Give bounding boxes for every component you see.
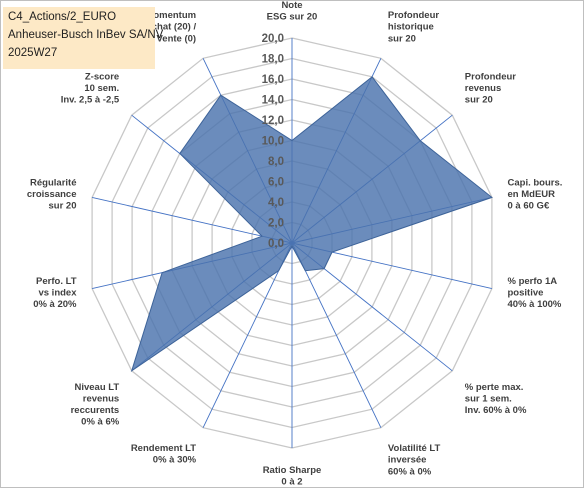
axis-label: Régularité croissance sur 20 bbox=[27, 177, 77, 211]
tick-label: 14,0 bbox=[262, 95, 284, 107]
spoke-line bbox=[91, 196, 293, 244]
axis-label: Momentum Achat (20) / Vente (0) bbox=[145, 10, 197, 44]
title-line-3: 2025W27 bbox=[8, 47, 58, 59]
axis-label: Niveau LT revenus reccurents 0% à 6% bbox=[71, 382, 120, 428]
tick-label: 20,0 bbox=[262, 33, 284, 45]
axis-label: Capi. bours. en MdEUR 0 à 60 G€ bbox=[508, 177, 563, 211]
tick-label: 18,0 bbox=[262, 54, 284, 66]
tick-label: 6,0 bbox=[268, 177, 284, 189]
series-area bbox=[130, 76, 493, 373]
tick-label: 0,0 bbox=[268, 238, 284, 250]
title-box: C4_Actions/2_EURO Anheuser-Busch InBev S… bbox=[3, 7, 163, 69]
title-line-2: Anheuser-Busch InBev SA/NV bbox=[8, 29, 164, 41]
tick-label: 12,0 bbox=[262, 115, 284, 127]
axis-label: Z-score 10 sem. Inv. 2,5 à -2,5 bbox=[61, 71, 120, 105]
spoke-line bbox=[202, 242, 293, 428]
axis-label: Perfo. LT vs index 0% à 20% bbox=[33, 276, 77, 310]
axis-label: % perfo 1A positive 40% à 100% bbox=[508, 276, 562, 310]
tick-label: 2,0 bbox=[268, 218, 284, 230]
tick-label: 16,0 bbox=[262, 74, 284, 86]
axis-label: Ratio Sharpe 0 à 2 bbox=[263, 465, 322, 488]
radar-series bbox=[130, 76, 493, 373]
tick-label: 10,0 bbox=[262, 136, 284, 148]
axis-label: Profondeur historique sur 20 bbox=[388, 10, 439, 44]
axis-label: Volatilité LT inversée 60% à 0% bbox=[388, 443, 441, 477]
radial-tick-labels: 0,0 2,0 4,0 6,0 8,0 10,0 12,0 14,0 16,0 18,0 20,0 bbox=[262, 33, 284, 250]
tick-label: 8,0 bbox=[268, 156, 284, 168]
axis-labels: Note ESG sur 20 Profondeur historique sur 20… bbox=[27, 0, 563, 488]
axis-label: % perte max. sur 1 sem. Inv. 60% à 0% bbox=[465, 382, 527, 416]
axis-label: Rendement LT 0% à 30% bbox=[131, 443, 197, 466]
tick-label: 4,0 bbox=[268, 197, 284, 209]
spoke-line bbox=[291, 242, 382, 428]
title-line-1: C4_Actions/2_EURO bbox=[8, 11, 117, 23]
axis-label: Profondeur revenus sur 20 bbox=[465, 71, 516, 105]
axis-label: Note ESG sur 20 bbox=[267, 0, 318, 22]
